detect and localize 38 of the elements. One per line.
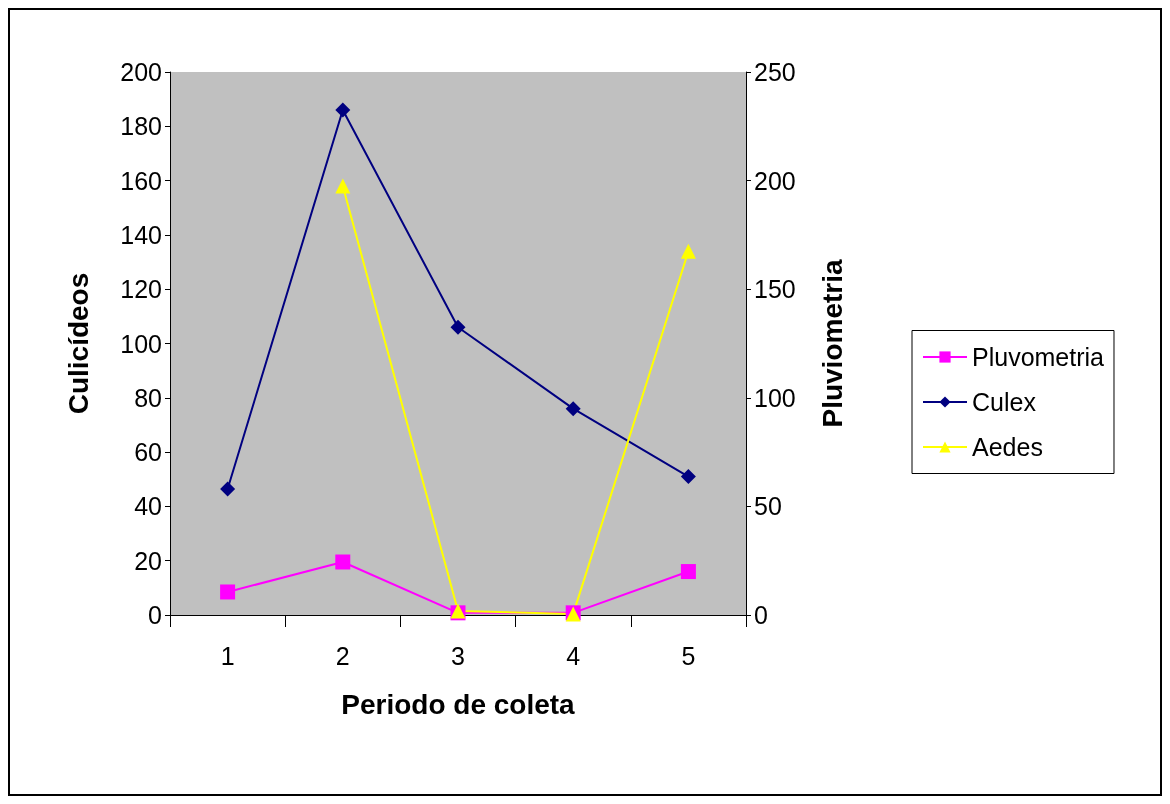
point	[335, 102, 351, 118]
y2-tick-label: 250	[754, 58, 796, 86]
x-axis-title: Periodo de coleta	[341, 688, 576, 720]
y-tick-label: 200	[120, 58, 162, 86]
y-tick-label: 160	[120, 166, 162, 195]
legend-label: Aedes	[972, 433, 1043, 461]
y2-tick-label: 50	[754, 492, 782, 521]
y-tick-label: 100	[120, 329, 162, 358]
x-tick-label: 2	[335, 641, 350, 670]
y2-tick-label: 100	[754, 383, 796, 412]
point	[450, 319, 466, 335]
y2-axis-title: Pluviometria	[816, 259, 848, 428]
y-tick-label: 180	[120, 112, 162, 141]
point	[565, 401, 581, 417]
y-tick-label: 0	[148, 601, 162, 629]
y-tick-label: 120	[120, 275, 162, 304]
y-tick-label: 80	[134, 383, 162, 412]
y-tick-label: 20	[134, 546, 162, 575]
y2-tick-label: 0	[754, 601, 768, 629]
point	[680, 469, 696, 485]
point	[220, 584, 236, 600]
y-tick-label: 140	[120, 220, 162, 249]
point	[335, 178, 351, 194]
point	[335, 554, 351, 570]
x-tick-label: 3	[451, 641, 465, 670]
y2-tick-label: 200	[754, 166, 796, 195]
point	[220, 481, 236, 497]
y-tick-label: 40	[134, 492, 162, 521]
y-tick-label: 60	[134, 438, 162, 467]
point	[680, 564, 696, 580]
x-tick-label: 1	[220, 641, 235, 670]
legend-label: Pluvometria	[972, 343, 1105, 371]
point	[680, 243, 696, 259]
y2-tick-label: 150	[754, 275, 796, 304]
y-axis-title: Culicídeos	[62, 272, 94, 415]
x-tick-label: 4	[566, 641, 581, 670]
legend-label: Culex	[972, 388, 1037, 416]
x-tick-label: 5	[681, 641, 696, 670]
